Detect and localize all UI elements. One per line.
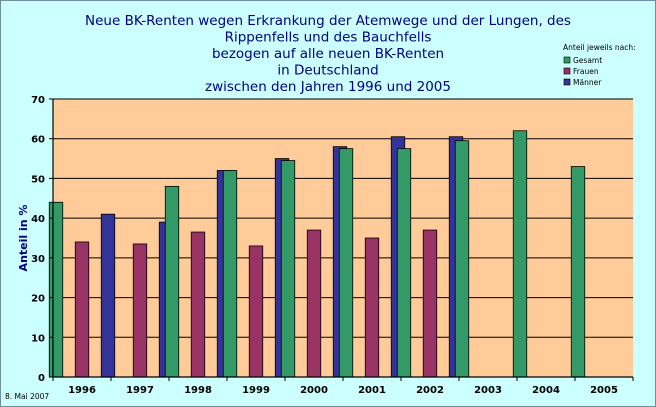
chart-title-line: Neue BK-Renten wegen Erkrankung der Atem… xyxy=(85,13,571,29)
chart-title-line: bezogen auf alle neuen BK-Renten xyxy=(212,46,444,62)
bar-gesamt-2004 xyxy=(512,130,528,378)
x-tick-label: 2004 xyxy=(532,385,560,396)
bar-frauen-1999 xyxy=(248,245,264,378)
x-tick-label: 2000 xyxy=(300,385,328,396)
bar-gesamt-2002 xyxy=(396,148,412,378)
x-tick-label: 1999 xyxy=(242,385,270,396)
x-tick-label: 2005 xyxy=(590,385,618,396)
date-footnote: 8. Mai 2007 xyxy=(5,392,49,401)
x-tick-label: 2002 xyxy=(416,385,444,396)
bar-frauen-2000 xyxy=(306,229,322,378)
legend-entry: Gesamt xyxy=(573,56,602,65)
y-tick-labels: 0 10 20 30 40 50 60 70 xyxy=(31,95,45,384)
bar-gesamt-1999 xyxy=(222,170,238,378)
chart-title-line: zwischen den Jahren 1996 und 2005 xyxy=(205,79,451,95)
axes xyxy=(49,98,634,381)
legend-entry: Frauen xyxy=(573,67,599,76)
x-tick-label: 1996 xyxy=(68,385,96,396)
legend: Anteil jeweils nach: Gesamt Frauen Männer xyxy=(563,43,636,87)
bar-gesamt-1998 xyxy=(164,185,180,378)
bar-gesamt-2005 xyxy=(570,166,586,378)
y-tick-label: 70 xyxy=(31,95,45,106)
legend-title: Anteil jeweils nach: xyxy=(563,43,636,52)
x-tick-label: 2003 xyxy=(474,385,502,396)
bar-gesamt-2000 xyxy=(280,160,296,378)
legend-swatch xyxy=(563,67,571,75)
bar-frauen-1996 xyxy=(74,241,90,378)
legend-swatch xyxy=(563,78,571,86)
chart-title-line: Rippenfells und des Bauchfells xyxy=(225,30,432,46)
legend-entry: Männer xyxy=(573,78,602,87)
chart-title: Neue BK-Renten wegen Erkrankung der Atem… xyxy=(85,13,571,95)
bar-gesamt-2001 xyxy=(338,148,354,378)
bar-frauen-1997 xyxy=(132,243,148,378)
x-tick-label: 1997 xyxy=(126,385,154,396)
x-tick-labels: 1996 1997 1998 1999 2000 2001 2002 2003 2004 2005 xyxy=(68,385,618,396)
bar-frauen-2001 xyxy=(364,237,380,378)
bar-gesamt-2003 xyxy=(454,140,470,378)
chart-title-line: in Deutschland xyxy=(277,63,378,79)
bar-mnner-1996 xyxy=(100,213,116,378)
y-tick-label: 10 xyxy=(31,333,45,344)
y-tick-label: 50 xyxy=(31,174,45,185)
bar-frauen-1998 xyxy=(190,231,206,378)
y-tick-label: 0 xyxy=(38,373,45,384)
y-tick-label: 30 xyxy=(31,254,45,265)
y-tick-label: 20 xyxy=(31,294,45,305)
bar-frauen-2002 xyxy=(422,229,438,378)
y-axis-label: Anteil in % xyxy=(17,205,30,272)
x-tick-label: 2001 xyxy=(358,385,386,396)
x-tick-label: 1998 xyxy=(184,385,212,396)
legend-swatch xyxy=(563,56,571,64)
bar-gesamt-1996 xyxy=(48,201,64,378)
y-tick-label: 60 xyxy=(31,135,45,146)
y-tick-label: 40 xyxy=(31,214,45,225)
